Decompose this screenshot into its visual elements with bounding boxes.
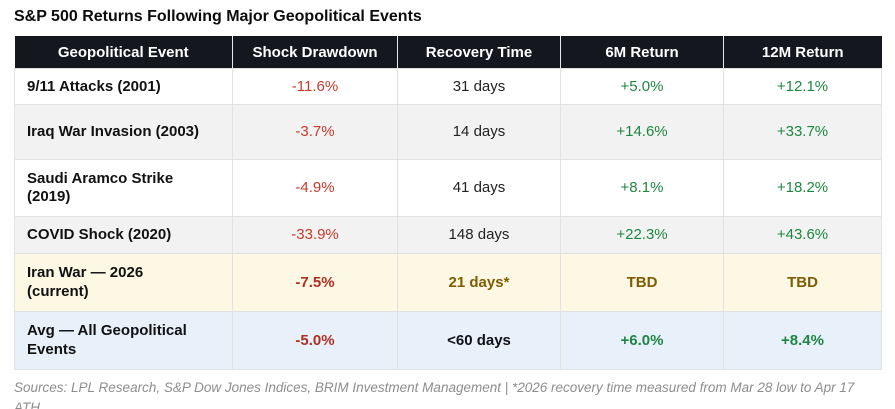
table-row-iran-war-current: Iran War — 2026 (current) -7.5% 21 days*…	[14, 253, 882, 313]
recovery-cell: <60 days	[397, 311, 561, 371]
drawdown-cell: -5.0%	[232, 311, 398, 371]
return-6m-cell: +6.0%	[560, 311, 724, 371]
table-row-saudi-aramco: Saudi Aramco Strike (2019) -4.9% 41 days…	[14, 159, 882, 218]
recovery-cell: 14 days	[397, 104, 561, 161]
recovery-cell: 31 days	[397, 68, 561, 106]
table-row-covid-shock: COVID Shock (2020) -33.9% 148 days +22.3…	[14, 216, 882, 255]
return-6m-cell: TBD	[560, 253, 724, 313]
event-cell: Avg — All Geopolitical Events	[14, 311, 233, 371]
event-cell: Saudi Aramco Strike (2019)	[14, 159, 233, 218]
header-row: Geopolitical Event Shock Drawdown Recove…	[14, 36, 882, 69]
table-body: 9/11 Attacks (2001) -11.6% 31 days +5.0%…	[14, 68, 882, 371]
event-cell: Iraq War Invasion (2003)	[14, 104, 233, 161]
return-6m-cell: +5.0%	[560, 68, 724, 106]
col-header-recovery: Recovery Time	[397, 36, 561, 69]
return-12m-cell: +18.2%	[723, 159, 882, 218]
drawdown-cell: -7.5%	[232, 253, 398, 313]
table-row-iraq-war: Iraq War Invasion (2003) -3.7% 14 days +…	[14, 104, 882, 161]
source-note: Sources: LPL Research, S&P Dow Jones Ind…	[14, 380, 855, 409]
return-12m-cell: +12.1%	[723, 68, 882, 106]
return-12m-cell: +43.6%	[723, 216, 882, 255]
table-row-911-attacks: 9/11 Attacks (2001) -11.6% 31 days +5.0%…	[14, 68, 882, 106]
drawdown-cell: -33.9%	[232, 216, 398, 255]
drawdown-cell: -4.9%	[232, 159, 398, 218]
return-12m-cell: +8.4%	[723, 311, 882, 371]
event-cell: COVID Shock (2020)	[14, 216, 233, 255]
return-6m-cell: +22.3%	[560, 216, 724, 255]
page-title: S&P 500 Returns Following Major Geopolit…	[14, 8, 422, 25]
table-row-average-all-events: Avg — All Geopolitical Events -5.0% <60 …	[14, 311, 882, 371]
col-header-12m-return: 12M Return	[723, 36, 882, 69]
geopolitical-events-table: Geopolitical Event Shock Drawdown Recove…	[14, 36, 882, 371]
return-6m-cell: +8.1%	[560, 159, 724, 218]
return-12m-cell: TBD	[723, 253, 882, 313]
col-header-event: Geopolitical Event	[14, 36, 233, 69]
drawdown-cell: -11.6%	[232, 68, 398, 106]
return-12m-cell: +33.7%	[723, 104, 882, 161]
col-header-drawdown: Shock Drawdown	[232, 36, 398, 69]
event-cell: Iran War — 2026 (current)	[14, 253, 233, 313]
recovery-cell: 21 days*	[397, 253, 561, 313]
recovery-cell: 41 days	[397, 159, 561, 218]
drawdown-cell: -3.7%	[232, 104, 398, 161]
col-header-6m-return: 6M Return	[560, 36, 724, 69]
table-header: Geopolitical Event Shock Drawdown Recove…	[14, 36, 882, 69]
return-6m-cell: +14.6%	[560, 104, 724, 161]
recovery-cell: 148 days	[397, 216, 561, 255]
event-cell: 9/11 Attacks (2001)	[14, 68, 233, 106]
